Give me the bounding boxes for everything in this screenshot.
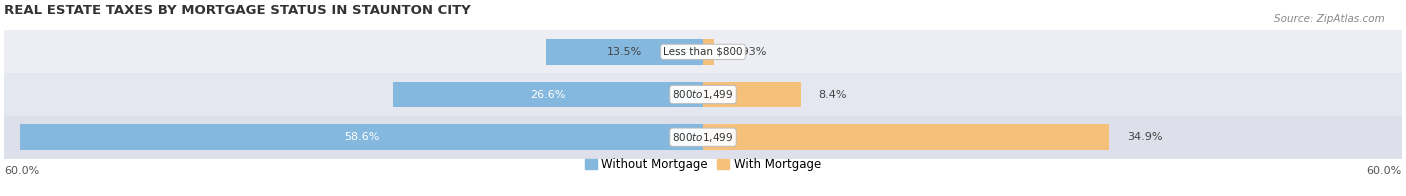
Legend: Without Mortgage, With Mortgage: Without Mortgage, With Mortgage [582, 156, 824, 174]
Text: 0.93%: 0.93% [731, 47, 766, 57]
Bar [21, 124, 703, 150]
Bar [4, 73, 1402, 116]
Text: 60.0%: 60.0% [4, 166, 39, 176]
Text: 34.9%: 34.9% [1128, 132, 1163, 142]
Text: $800 to $1,499: $800 to $1,499 [672, 131, 734, 144]
Text: 60.0%: 60.0% [1367, 166, 1402, 176]
Bar [703, 39, 714, 65]
Bar [4, 116, 1402, 159]
Text: Source: ZipAtlas.com: Source: ZipAtlas.com [1274, 14, 1385, 24]
Bar [4, 31, 1402, 73]
Bar [703, 82, 801, 107]
Bar [394, 82, 703, 107]
Text: Less than $800: Less than $800 [664, 47, 742, 57]
Text: $800 to $1,499: $800 to $1,499 [672, 88, 734, 101]
Bar [703, 124, 1109, 150]
Text: REAL ESTATE TAXES BY MORTGAGE STATUS IN STAUNTON CITY: REAL ESTATE TAXES BY MORTGAGE STATUS IN … [4, 4, 471, 17]
Text: 26.6%: 26.6% [530, 90, 565, 100]
Text: 13.5%: 13.5% [607, 47, 643, 57]
Text: 58.6%: 58.6% [344, 132, 380, 142]
Text: 8.4%: 8.4% [818, 90, 846, 100]
Bar [546, 39, 703, 65]
